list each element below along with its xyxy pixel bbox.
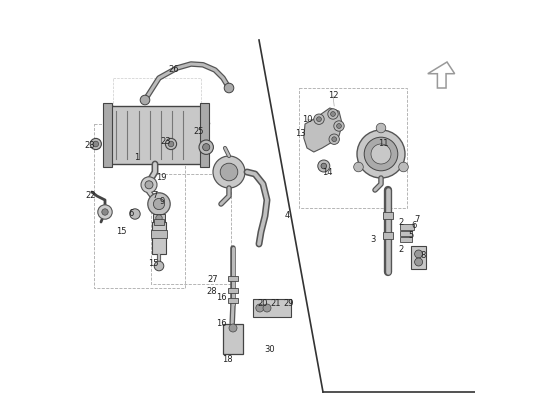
Circle shape xyxy=(145,181,153,189)
Text: 15: 15 xyxy=(116,228,127,236)
Circle shape xyxy=(102,209,108,215)
Circle shape xyxy=(263,304,271,312)
Circle shape xyxy=(156,215,162,221)
Circle shape xyxy=(318,160,330,172)
Text: 18: 18 xyxy=(223,356,233,364)
Text: 15: 15 xyxy=(148,260,158,268)
Bar xyxy=(400,231,412,236)
Text: 27: 27 xyxy=(208,276,218,284)
Circle shape xyxy=(364,137,398,171)
Circle shape xyxy=(220,163,238,181)
Circle shape xyxy=(314,114,324,124)
Bar xyxy=(228,288,238,293)
Text: 6: 6 xyxy=(128,210,134,218)
Text: 22: 22 xyxy=(86,192,96,200)
Bar xyxy=(94,124,185,288)
Text: 3: 3 xyxy=(370,236,376,244)
Text: 26: 26 xyxy=(169,66,179,74)
Circle shape xyxy=(317,117,321,122)
Text: 16: 16 xyxy=(216,294,226,302)
Circle shape xyxy=(415,258,422,266)
Text: 1: 1 xyxy=(134,154,140,162)
Text: 25: 25 xyxy=(194,128,204,136)
Circle shape xyxy=(415,250,422,258)
Circle shape xyxy=(199,140,213,154)
Bar xyxy=(383,212,393,219)
Text: 11: 11 xyxy=(378,140,388,148)
Circle shape xyxy=(213,156,245,188)
Circle shape xyxy=(334,121,344,131)
Text: 23: 23 xyxy=(85,142,96,150)
Text: 13: 13 xyxy=(295,130,305,138)
Circle shape xyxy=(98,205,112,219)
Text: 10: 10 xyxy=(302,116,312,124)
Text: 7: 7 xyxy=(415,215,420,224)
Text: 20: 20 xyxy=(257,300,267,308)
Text: 4: 4 xyxy=(284,212,290,220)
Circle shape xyxy=(93,141,98,147)
Circle shape xyxy=(399,162,408,172)
Circle shape xyxy=(329,134,339,144)
Bar xyxy=(151,230,167,238)
Circle shape xyxy=(256,304,264,312)
Bar xyxy=(400,224,414,230)
Text: 19: 19 xyxy=(156,174,166,182)
Bar xyxy=(109,106,203,164)
Bar xyxy=(154,219,164,225)
Bar xyxy=(113,78,201,148)
Text: 12: 12 xyxy=(328,92,338,100)
Bar xyxy=(200,103,209,167)
Circle shape xyxy=(148,193,170,215)
Circle shape xyxy=(337,124,342,128)
Circle shape xyxy=(321,163,327,169)
Polygon shape xyxy=(428,62,455,88)
Circle shape xyxy=(331,112,336,116)
Bar xyxy=(153,214,165,222)
Circle shape xyxy=(328,109,338,119)
Text: 7: 7 xyxy=(152,192,158,200)
Circle shape xyxy=(141,177,157,193)
Bar xyxy=(383,232,393,239)
Circle shape xyxy=(332,137,337,142)
Text: 6: 6 xyxy=(411,222,417,230)
Circle shape xyxy=(357,130,405,178)
Bar xyxy=(151,174,231,284)
Circle shape xyxy=(371,144,391,164)
Circle shape xyxy=(354,162,364,172)
Bar xyxy=(411,246,426,269)
Circle shape xyxy=(224,83,234,93)
Circle shape xyxy=(90,138,101,150)
Bar xyxy=(400,237,412,242)
Bar xyxy=(228,298,238,303)
Text: 30: 30 xyxy=(265,346,275,354)
Circle shape xyxy=(153,198,164,210)
Bar xyxy=(223,324,243,354)
Text: 16: 16 xyxy=(216,320,226,328)
Bar xyxy=(299,88,407,208)
Polygon shape xyxy=(304,108,342,152)
Circle shape xyxy=(376,123,386,133)
Text: 2: 2 xyxy=(398,218,404,226)
Text: 8: 8 xyxy=(420,252,426,260)
Circle shape xyxy=(140,95,150,105)
Circle shape xyxy=(202,144,210,151)
Circle shape xyxy=(168,141,174,147)
Text: 2: 2 xyxy=(398,246,404,254)
Bar xyxy=(228,276,238,281)
Text: 5: 5 xyxy=(408,232,414,240)
Text: 28: 28 xyxy=(206,288,217,296)
Text: 9: 9 xyxy=(160,198,165,206)
Circle shape xyxy=(154,261,164,271)
Bar xyxy=(103,103,112,167)
Text: 29: 29 xyxy=(284,299,294,308)
Circle shape xyxy=(130,209,140,219)
Text: 14: 14 xyxy=(322,168,333,177)
Bar xyxy=(253,299,291,317)
Circle shape xyxy=(229,324,237,332)
Circle shape xyxy=(166,138,177,150)
Text: 23: 23 xyxy=(161,138,172,146)
Text: 21: 21 xyxy=(271,300,281,308)
Bar xyxy=(152,222,166,254)
